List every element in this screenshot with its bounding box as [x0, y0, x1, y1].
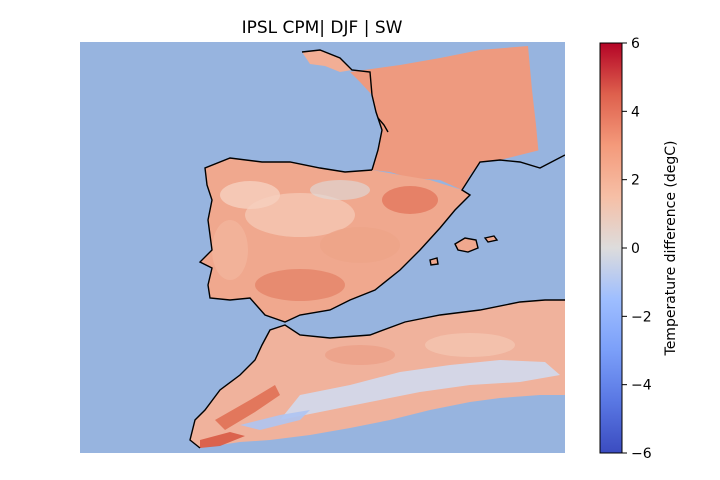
colorbar-tick-label: −4 [631, 378, 652, 394]
france-land [350, 46, 540, 190]
map-area [80, 42, 565, 453]
colorbar: 6 4 2 0 −2 −4 −6 Temperature difference (degC) [599, 36, 679, 462]
africa-cool-band [280, 360, 560, 420]
iberia-texture [212, 180, 438, 301]
colorbar-tick-label: 0 [631, 241, 640, 257]
colorbar-label: Temperature difference (degC) [663, 141, 679, 357]
coastlines [189, 49, 565, 449]
africa-warm-coast [200, 432, 245, 448]
colorbar-gradient [599, 42, 623, 454]
africa-warm-patch [215, 385, 280, 430]
map-title: IPSL CPM| DJF | SW [242, 18, 403, 38]
colorbar-tick-label: −2 [631, 309, 652, 325]
colorbar-ticks: 6 4 2 0 −2 −4 −6 [622, 36, 652, 462]
colorbar-tick-label: 2 [631, 173, 640, 189]
colorbar-tick-label: 4 [631, 104, 640, 120]
colorbar-tick-label: 6 [631, 36, 640, 52]
africa-cool-patch [240, 410, 310, 430]
france-east-land [500, 150, 565, 175]
colorbar-tick-label: −6 [631, 446, 652, 462]
mallorca [455, 238, 478, 252]
brittany-land [302, 50, 352, 72]
